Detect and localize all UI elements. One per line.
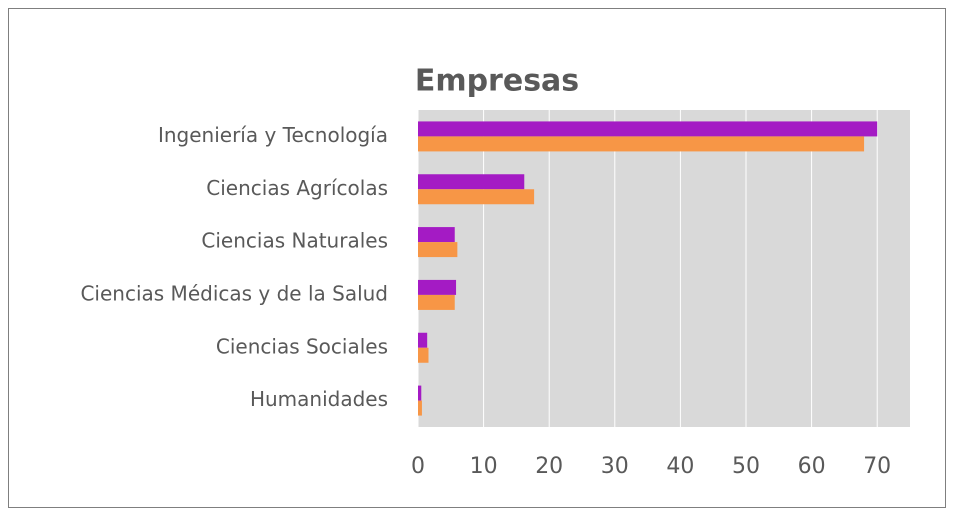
- bar: [418, 332, 428, 348]
- y-tick-label: Ciencias Naturales: [201, 229, 388, 253]
- bar: [418, 227, 455, 243]
- y-tick-label: Ingeniería y Tecnología: [158, 123, 388, 147]
- bar: [418, 279, 457, 295]
- bar: [418, 294, 455, 310]
- x-tick-label: 20: [535, 454, 563, 479]
- y-tick-label: Ciencias Agrícolas: [206, 176, 388, 200]
- bar: [418, 136, 865, 152]
- y-tick-label: Ciencias Sociales: [216, 334, 388, 358]
- y-tick-label: Ciencias Médicas y de la Salud: [80, 281, 388, 305]
- bar: [418, 242, 458, 258]
- x-tick-label: 0: [411, 454, 425, 479]
- x-tick-label: 40: [666, 454, 694, 479]
- x-tick-label: 60: [798, 454, 826, 479]
- x-tick-label: 30: [601, 454, 629, 479]
- x-tick-label: 10: [470, 454, 498, 479]
- y-tick-label: Humanidades: [250, 387, 388, 411]
- bar: [418, 347, 429, 363]
- bar: [418, 385, 422, 401]
- plot-area: [418, 110, 910, 427]
- x-tick-label: 70: [863, 454, 891, 479]
- bar: [418, 189, 535, 205]
- bar: [418, 121, 878, 137]
- x-tick-label: 50: [732, 454, 760, 479]
- bar: [418, 400, 422, 416]
- bar: [418, 174, 525, 190]
- chart-title: Empresas: [415, 64, 579, 99]
